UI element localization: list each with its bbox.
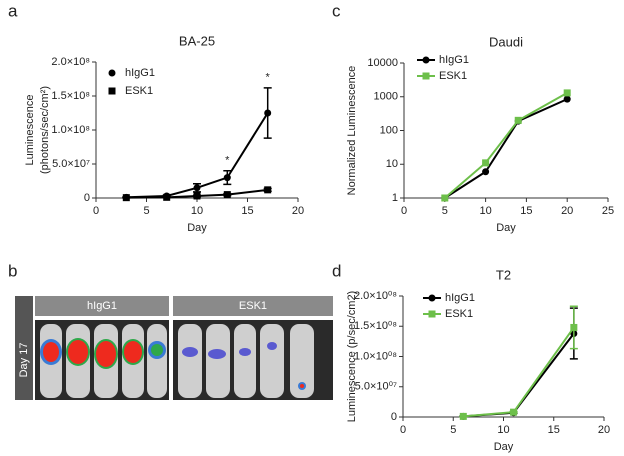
data-point: [570, 323, 578, 331]
data-point: [563, 95, 571, 103]
y-tick-label: 1.0×10⁰⁸: [354, 350, 397, 362]
data-point: [163, 193, 171, 201]
legend-label: ESK1: [125, 85, 153, 97]
data-point: [193, 184, 201, 192]
legend-label: hIgG1: [445, 292, 475, 304]
x-tick-label: 0: [93, 205, 99, 217]
y-axis-label: Normalized Luminescence: [346, 66, 358, 196]
legend-marker: [428, 294, 436, 302]
x-tick-label: 20: [561, 205, 573, 217]
group-header: [173, 296, 333, 316]
legend-label: ESK1: [445, 308, 473, 320]
data-point: [459, 412, 467, 420]
x-tick-label: 10: [191, 205, 203, 217]
y-tick-label: 5.0×10⁷: [52, 158, 90, 170]
legend-label: hIgG1: [439, 54, 469, 66]
panel-label: d: [332, 261, 341, 280]
data-point: [514, 116, 522, 124]
legend-marker: [422, 72, 430, 80]
group-label: ESK1: [239, 300, 267, 312]
y-tick-label: 1.5×10⁸: [51, 90, 90, 102]
y-axis-label: (photons/sec/cm²): [39, 86, 51, 174]
group-header: [35, 296, 169, 316]
data-point: [122, 194, 130, 202]
data-point: [510, 408, 518, 416]
legend-marker: [108, 69, 116, 77]
group-label: hIgG1: [87, 300, 117, 312]
y-tick-label: 10000: [367, 57, 398, 69]
data-point: [441, 194, 449, 202]
y-tick-label: 1000: [374, 91, 398, 103]
series-line: [463, 326, 575, 418]
y-tick-label: 100: [380, 124, 398, 136]
legend-label: hIgG1: [125, 67, 155, 79]
chart-title: Daudi: [489, 34, 523, 49]
y-axis-label: Luminescence: [24, 95, 36, 166]
y-tick-label: 5.0×10⁰⁷: [355, 381, 397, 393]
x-tick-label: 15: [241, 205, 253, 217]
annotation: *: [225, 155, 230, 167]
series-line: [444, 92, 568, 199]
x-axis-label: Day: [187, 222, 207, 234]
data-point: [193, 192, 201, 200]
row-strip: [15, 296, 33, 400]
panel-label: b: [8, 261, 17, 280]
y-tick-label: 10: [386, 158, 398, 170]
data-point: [482, 168, 490, 176]
y-tick-label: 0: [391, 411, 397, 423]
x-tick-label: 5: [143, 205, 149, 217]
x-tick-label: 0: [400, 424, 406, 436]
legend-marker: [108, 87, 116, 95]
x-tick-label: 5: [450, 424, 456, 436]
y-tick-label: 1: [392, 192, 398, 204]
data-point: [563, 89, 571, 97]
legend-marker: [422, 56, 430, 64]
y-axis-label: Luminescence (p/sec/cm2): [346, 291, 358, 422]
x-tick-label: 10: [479, 205, 491, 217]
annotation: *: [266, 72, 271, 84]
series-line: [444, 98, 568, 199]
y-tick-label: 0: [84, 192, 90, 204]
legend-marker: [428, 310, 436, 318]
x-tick-label: 10: [497, 424, 509, 436]
chart-title: BA-25: [179, 33, 215, 48]
y-tick-label: 2.0×10⁰⁸: [354, 290, 397, 302]
x-tick-label: 5: [442, 205, 448, 217]
y-tick-label: 1.0×10⁸: [51, 124, 90, 136]
signal: [40, 338, 306, 390]
x-tick-label: 15: [548, 424, 560, 436]
x-tick-label: 25: [602, 205, 614, 217]
x-tick-label: 20: [598, 424, 610, 436]
x-axis-label: Day: [494, 441, 514, 453]
data-point: [223, 174, 231, 182]
x-tick-label: 0: [401, 205, 407, 217]
x-tick-label: 15: [520, 205, 532, 217]
data-point: [223, 191, 231, 199]
legend-label: ESK1: [439, 70, 467, 82]
panel-label: a: [8, 1, 18, 20]
data-point: [264, 186, 272, 194]
data-point: [482, 159, 490, 167]
panel-label: c: [332, 1, 341, 20]
data-point: [264, 109, 272, 117]
imaging-panel: hIgG1 ESK1 Day 17: [15, 296, 333, 400]
x-axis-label: Day: [496, 222, 516, 234]
row-label: Day 17: [18, 343, 30, 378]
y-tick-label: 2.0×10⁸: [51, 56, 90, 68]
x-tick-label: 20: [292, 205, 304, 217]
chart-title: T2: [496, 267, 511, 282]
y-tick-label: 1.5×10⁰⁸: [354, 320, 397, 332]
